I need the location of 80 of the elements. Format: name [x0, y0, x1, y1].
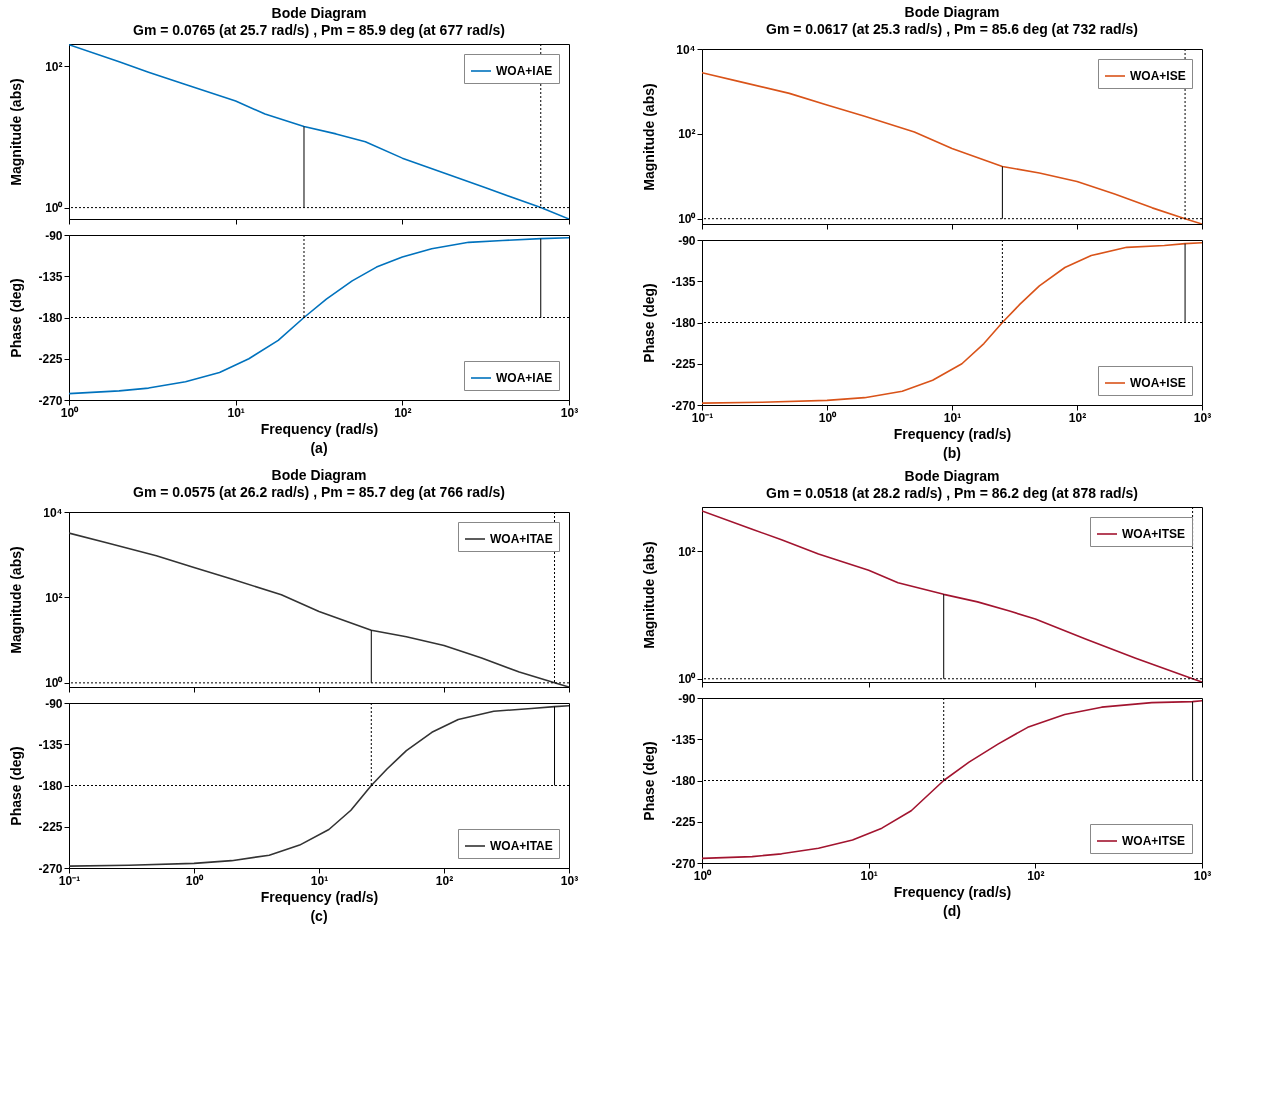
legend-label: WOA+ITAE: [490, 839, 553, 853]
y-tick-label: -135: [671, 274, 696, 289]
x-tick-label: 10⁰: [818, 410, 838, 425]
x-tick-label: 10¹: [227, 405, 245, 420]
y-tick-label: 10⁰: [678, 212, 697, 227]
text: (a): [310, 440, 328, 456]
y-tick-label: 10⁴: [43, 505, 63, 520]
x-tick-label: 10⁰: [693, 868, 713, 883]
x-tick-label: 10¹: [943, 410, 962, 425]
y-tick-label: 10⁴: [676, 42, 696, 57]
x-tick-label: 10²: [394, 405, 412, 420]
text: (c): [310, 908, 328, 924]
x-tick-label: 10²: [1027, 868, 1045, 883]
y-tick-label: -270: [38, 393, 63, 408]
y-tick-label: 10²: [45, 590, 63, 605]
text: (d): [943, 903, 961, 919]
y-tick-label: -180: [671, 774, 696, 788]
chart-title: Bode Diagram: [904, 4, 1000, 20]
y-tick-label: -90: [678, 691, 696, 706]
y-tick-label: -270: [671, 398, 696, 413]
x-tick-label: 10¹: [310, 873, 329, 888]
x-axis-title: Frequency (rad/s): [893, 425, 1012, 442]
y-tick-label: 10²: [45, 59, 63, 74]
y-axis-title: Magnitude (abs): [7, 78, 24, 186]
y-axis-title: Magnitude (abs): [7, 546, 24, 654]
x-tick-label: 10³: [560, 405, 579, 420]
legend-label: WOA+ITSE: [1122, 834, 1186, 848]
y-tick-label: 10⁰: [45, 676, 64, 691]
chart-subtitle: Gm = 0.0518 (at 28.2 rad/s) , Pm = 86.2 deg (at 878 rad/s): [766, 484, 1138, 501]
legend-label: WOA+ITAE: [490, 532, 553, 546]
x-tick-label: 10²: [1068, 410, 1087, 425]
y-axis-title: Magnitude (abs): [640, 541, 657, 649]
x-axis-title: Frequency (rad/s): [893, 883, 1012, 900]
y-tick-label: 10²: [678, 544, 696, 559]
legend-label: WOA+IAE: [496, 64, 553, 78]
x-tick-label: 10³: [1193, 410, 1212, 425]
x-tick-label: 10³: [1193, 868, 1212, 883]
x-tick-label: 10¹: [860, 868, 878, 883]
y-axis-title: Phase (deg): [640, 741, 657, 821]
chart-title: Bode Diagram: [271, 467, 367, 483]
y-tick-label: -180: [38, 779, 63, 793]
legend-label: WOA+ITSE: [1122, 527, 1186, 541]
y-tick-label: -225: [671, 357, 696, 372]
x-tick-label: 10²: [435, 873, 454, 888]
legend-label: WOA+IAE: [496, 371, 553, 385]
y-tick-label: -90: [45, 696, 63, 711]
y-axis-title: Magnitude (abs): [640, 83, 657, 191]
y-tick-label: -270: [671, 856, 696, 871]
x-axis-title: Frequency (rad/s): [260, 888, 379, 905]
chart-subtitle: Gm = 0.0617 (at 25.3 rad/s) , Pm = 85.6 deg (at 732 rad/s): [766, 21, 1138, 37]
y-tick-label: 10²: [678, 127, 696, 142]
x-tick-label: 10³: [560, 873, 579, 888]
y-tick-label: -270: [38, 861, 63, 876]
chart-subtitle: Gm = 0.0575 (at 26.2 rad/s) , Pm = 85.7 deg (at 766 rad/s): [133, 484, 505, 500]
y-axis-title: Phase (deg): [7, 278, 24, 358]
y-tick-label: 10⁰: [678, 672, 697, 687]
y-tick-label: -135: [671, 732, 696, 747]
y-tick-label: 10⁰: [45, 201, 64, 216]
y-tick-label: -180: [671, 316, 696, 330]
y-tick-label: -90: [45, 228, 63, 243]
x-axis-title: Frequency (rad/s): [260, 420, 379, 437]
x-tick-label: 10⁻¹: [58, 873, 81, 888]
x-tick-label: 10⁻¹: [691, 410, 714, 425]
y-tick-label: -180: [38, 311, 63, 325]
chart-title: Bode Diagram: [271, 4, 367, 21]
text: (b): [943, 445, 961, 461]
y-axis-title: Phase (deg): [7, 746, 24, 826]
y-tick-label: -225: [671, 815, 696, 830]
y-axis-title: Phase (deg): [640, 283, 657, 363]
y-tick-label: -135: [38, 269, 63, 284]
chart-title: Bode Diagram: [904, 467, 1000, 484]
legend-label: WOA+ISE: [1130, 69, 1186, 83]
legend-label: WOA+ISE: [1130, 376, 1186, 390]
y-tick-label: -90: [678, 233, 696, 248]
y-tick-label: -225: [38, 820, 63, 835]
x-tick-label: 10⁰: [185, 873, 205, 888]
x-tick-label: 10⁰: [60, 405, 80, 420]
chart-subtitle: Gm = 0.0765 (at 25.7 rad/s) , Pm = 85.9 deg (at 677 rad/s): [133, 21, 505, 38]
y-tick-label: -225: [38, 352, 63, 367]
y-tick-label: -135: [38, 737, 63, 752]
